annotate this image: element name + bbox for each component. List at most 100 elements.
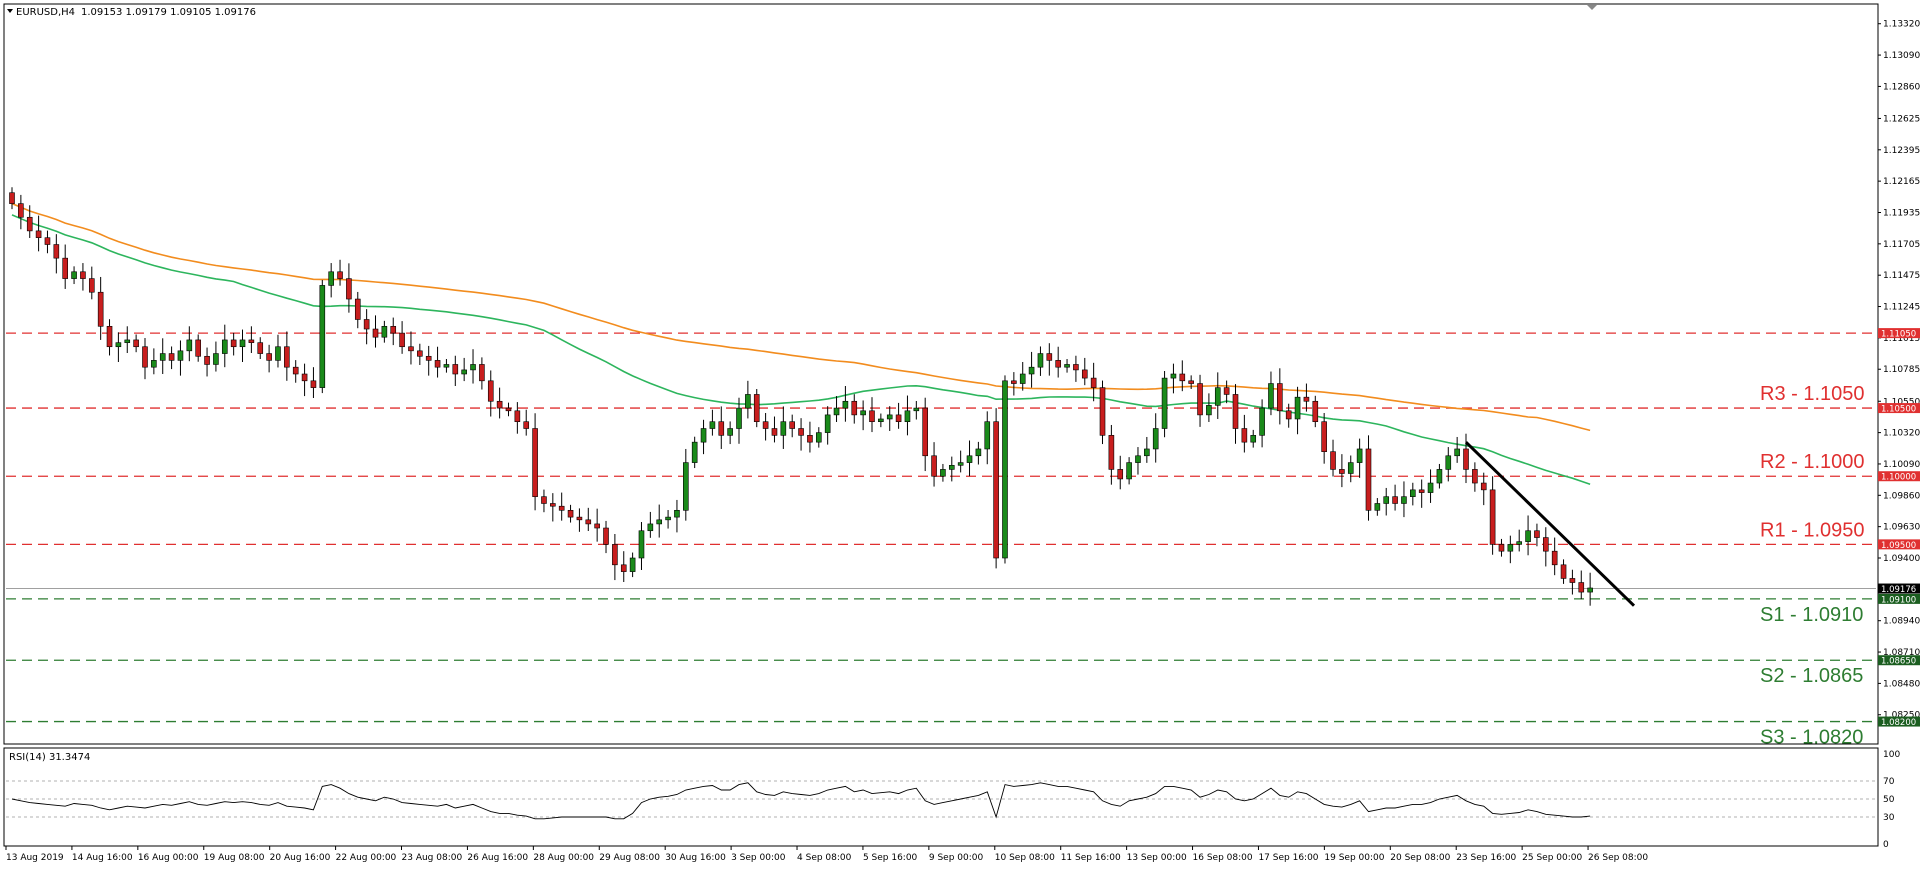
candle-body [1463,448,1469,470]
x-tick-label: 20 Aug 16:00 [270,853,331,863]
candle-body [620,564,627,572]
candle-body [408,346,414,352]
candle-body [142,346,148,368]
x-tick-label: 13 Aug 2019 [6,853,64,863]
candle-body [612,544,618,566]
candle-body [1090,377,1097,388]
candle-body [292,366,299,375]
candle-body [514,410,521,423]
candle-body [1126,462,1132,480]
y-tick-label: 1.11015 [1883,334,1920,344]
candle-body [1019,373,1026,384]
main-panel-frame [3,3,1879,745]
candle-body [833,407,840,416]
y-tick-label: 1.11245 [1883,303,1920,313]
candlesticks [9,187,1593,606]
candle-body [647,523,654,532]
candle-body [691,441,698,463]
x-tick-label: 3 Sep 00:00 [731,853,786,863]
collapse-triangle-icon[interactable] [7,9,13,13]
rsi-panel-frame [3,747,1879,847]
candle-body [789,421,796,429]
y-tick-label: 1.09400 [1883,554,1920,564]
y-tick-label: 1.11705 [1883,240,1920,250]
time-axis: 13 Aug 2019 14 Aug 16:00 16 Aug 00:00 19 Au… [5,846,1648,863]
candle-body [1339,469,1345,474]
candle-body [1560,564,1567,579]
candle-body [1037,353,1044,368]
candle-body [186,339,193,352]
candle-body [301,373,308,382]
y-tick-label: 1.10550 [1883,397,1920,407]
candle-body [532,428,538,497]
candle-body [505,407,512,412]
level-label: S1 - 1.0910 [1760,604,1863,626]
price-axis: 1.13320 1.13090 1.12860 1.12625 1.12395 1.121… [1878,20,1920,721]
candle-body [417,350,423,357]
candle-body [1383,496,1390,504]
candle-body [452,364,459,375]
candle-body [319,285,326,388]
candle-body [1002,380,1008,559]
ma-green-line [11,214,1591,486]
candle-body [550,503,556,507]
level-label: S3 - 1.0820 [1760,727,1863,749]
level-tag [1878,328,1920,339]
x-tick-label: 16 Aug 00:00 [138,853,199,863]
candle-body [106,325,113,348]
candle-body [1401,496,1407,504]
candle-body [948,465,955,470]
rsi-tick-label: 30 [1883,813,1895,823]
candle-body [798,428,804,436]
candle-body [585,519,592,525]
candle-body [594,523,600,529]
candle-body [1135,455,1141,463]
shift-marker-icon [1587,5,1597,10]
downtrend-line[interactable] [1464,441,1636,607]
candle-body [35,230,42,239]
candle-body [603,527,609,545]
candle-body [718,421,725,436]
candle-body [815,432,822,443]
candle-body [966,455,973,463]
level-label: S2 - 1.0865 [1760,665,1863,687]
y-tick-label: 1.08480 [1883,679,1920,689]
y-tick-label: 1.08710 [1883,648,1920,658]
x-tick-label: 20 Sep 08:00 [1390,853,1450,863]
ohlc-header: 1.09153 1.09179 1.09105 1.09176 [81,7,256,18]
candle-body [1365,448,1372,511]
candle-body [230,339,237,348]
candle-body [656,519,663,525]
candle-body [1046,353,1053,361]
x-tick-label: 13 Sep 00:00 [1127,853,1187,863]
candle-body [1152,428,1159,450]
candle-body [1081,369,1088,379]
candle-body [1551,550,1558,566]
x-tick-label: 30 Aug 16:00 [665,853,726,863]
candle-body [372,328,379,338]
y-tick-label: 1.11475 [1883,271,1920,281]
candle-body [753,394,760,423]
moving-averages [11,202,1591,486]
level-tag [1878,471,1920,482]
x-tick-label: 29 Aug 08:00 [599,853,660,863]
candle-body [1516,541,1523,545]
candle-body [1223,387,1230,395]
level-tag [1878,593,1920,604]
candle-body [44,237,51,245]
candle-body [629,557,636,572]
y-tick-label: 1.08250 [1883,711,1920,721]
y-tick-label: 1.12860 [1883,82,1920,92]
x-tick-label: 17 Sep 16:00 [1258,853,1318,863]
candle-body [1011,380,1017,384]
candle-body [727,428,733,436]
candle-body [851,400,858,416]
level-tag-text: 1.10000 [1881,473,1916,483]
level-tag-text: 1.08650 [1881,657,1916,667]
candle-body [346,278,352,300]
candle-body [53,244,60,259]
candle-body [993,421,999,559]
rsi-tick-label: 100 [1883,750,1900,760]
